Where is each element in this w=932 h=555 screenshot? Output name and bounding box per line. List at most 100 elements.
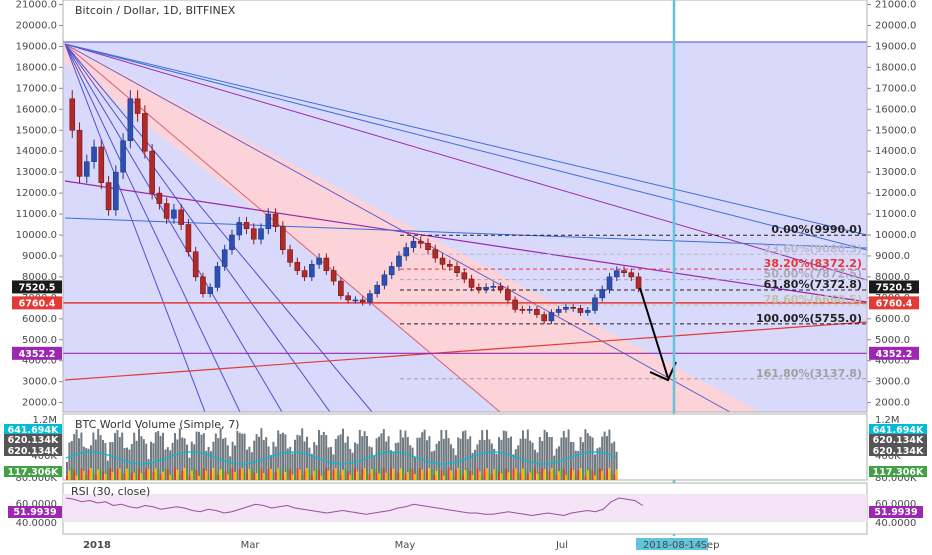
candle-body: [171, 209, 177, 219]
candle-body: [105, 182, 112, 211]
volume-bar: [428, 436, 431, 480]
candle-body: [113, 171, 119, 211]
candle-body: [512, 299, 518, 310]
volume-bar: [351, 452, 354, 480]
volume-bar: [176, 439, 179, 480]
candle-body: [446, 264, 453, 267]
volume-bar: [394, 443, 397, 480]
volume-component-bar: [428, 468, 431, 480]
volume-component-bar: [145, 468, 148, 480]
volume-bar: [464, 430, 467, 480]
volume-component-bar: [154, 468, 157, 480]
volume-bar: [337, 435, 340, 480]
volume-component-bar: [418, 468, 421, 480]
volume-bar: [440, 429, 443, 480]
volume-component-bar: [73, 470, 76, 480]
price-tag-label: 7520.5: [876, 282, 913, 293]
price-tag-label: 7520.5: [19, 282, 56, 293]
candle-body: [83, 161, 90, 177]
volume-component-bar: [483, 469, 486, 480]
candle-body: [577, 308, 584, 313]
volume-component-bar: [615, 469, 618, 480]
volume-component-bar: [387, 472, 390, 480]
volume-bar: [325, 435, 328, 480]
candle-body: [221, 249, 228, 267]
candle-body: [120, 140, 126, 173]
volume-component-bar: [368, 473, 371, 480]
volume-bar: [294, 439, 296, 480]
volume-component-bar: [133, 472, 136, 480]
price-tag-bg: [869, 280, 919, 294]
volume-component-bar: [109, 468, 112, 480]
candle-body: [570, 306, 577, 309]
volume-bar: [454, 455, 457, 480]
candle-body: [439, 257, 446, 265]
volume-component-bar: [433, 475, 436, 480]
volume-component-bar: [250, 468, 253, 480]
candle-body: [497, 286, 504, 290]
volume-bar: [243, 433, 246, 480]
volume-component-bar: [202, 468, 205, 480]
volume-tag-bg: [4, 466, 62, 477]
x-tick-label: Jul: [555, 540, 568, 550]
volume-bar: [118, 437, 121, 480]
volume-indicator-title: BTC World Volume (Simple, 7): [75, 418, 239, 431]
y-tick-label-left: 16000.0: [16, 104, 57, 115]
candle-body: [555, 309, 562, 313]
main-price-pane[interactable]: 0.00%(9990.0) 23.60%(9080.5) 38.20%(8372.2…: [63, 0, 868, 536]
y-tick-label-right: 5000.0: [875, 335, 910, 346]
volume-component-bar: [541, 468, 544, 480]
rsi-line: [65, 497, 643, 517]
volume-bar: [488, 439, 491, 480]
volume-bar: [171, 442, 174, 480]
volume-bar: [212, 441, 215, 480]
volume-component-bar: [510, 473, 512, 480]
candle-body: [476, 287, 482, 290]
volume-bar: [579, 437, 582, 480]
volume-component-bar: [404, 473, 407, 480]
rsi-pane[interactable]: [62, 482, 868, 535]
fan-line: [64, 43, 241, 412]
volume-component-bar: [169, 474, 172, 480]
volume-component-bar: [596, 469, 599, 480]
resistance-trendline: [64, 180, 868, 303]
volume-component-bar: [150, 473, 152, 480]
candle-body: [69, 98, 76, 131]
candle-body: [592, 297, 598, 311]
volume-bar: [68, 442, 71, 480]
volume-bar: [478, 439, 481, 480]
volume-tag-label: 620.134K: [8, 446, 59, 457]
volume-bar: [354, 442, 356, 480]
volume-bar: [236, 430, 239, 480]
volume-bar: [370, 447, 373, 480]
volume-bar: [392, 451, 395, 480]
rsi-tag-bg: [869, 506, 923, 518]
volume-component-bar: [294, 471, 296, 480]
volume-tag-bg: [869, 424, 927, 435]
volume-component-bar: [546, 474, 548, 480]
volume-pane[interactable]: [62, 413, 868, 481]
volume-bar: [279, 433, 282, 480]
rsi-y-tick-left: 60.0000: [16, 499, 57, 510]
volume-component-bar: [94, 474, 97, 480]
candle-body: [563, 306, 569, 310]
volume-component-bar: [327, 470, 330, 480]
volume-component-bar: [505, 468, 508, 480]
volume-component-bar: [356, 471, 359, 480]
volume-component-bar: [610, 471, 613, 480]
price-tag-bg: [869, 346, 919, 360]
volume-bar: [361, 436, 364, 480]
candle-body: [236, 222, 243, 236]
volume-component-bar: [291, 474, 294, 480]
volume-bar: [164, 449, 167, 480]
volume-component-bar: [536, 473, 539, 480]
volume-bar: [315, 445, 318, 480]
volume-component-bar: [601, 471, 604, 480]
volume-component-bar: [430, 469, 433, 480]
volume-component-bar: [378, 473, 380, 480]
y-tick-label-right: 21000.0: [875, 0, 916, 11]
volume-component-bar: [385, 472, 388, 480]
volume-component-bar: [603, 474, 606, 480]
